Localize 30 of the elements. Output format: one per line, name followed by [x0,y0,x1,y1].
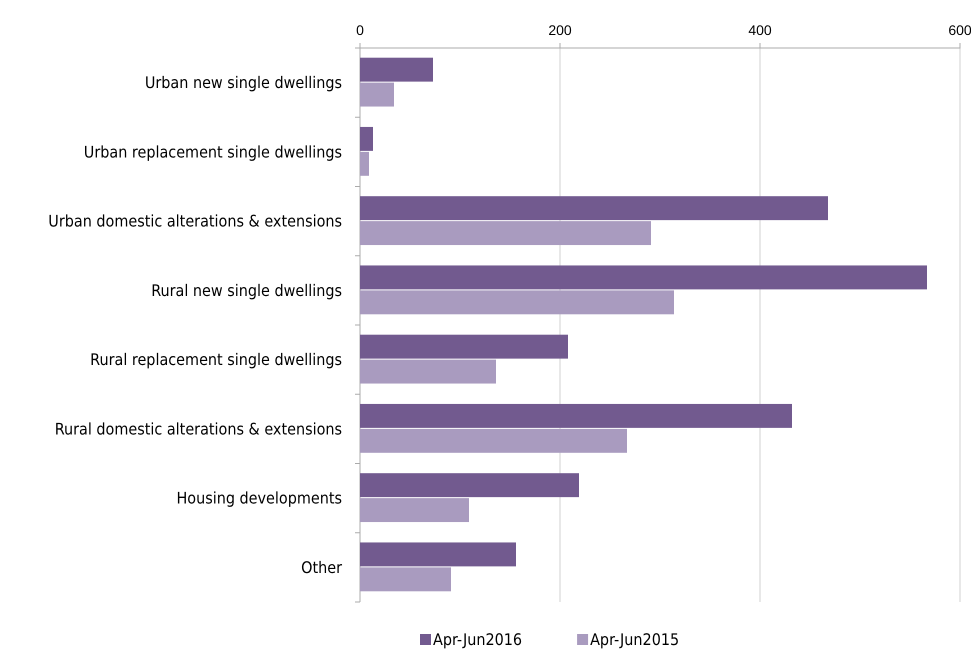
bar [360,473,579,498]
bar [360,567,451,592]
y-tick-label: Urban new single dwellings [144,73,342,92]
bar [360,196,828,220]
bar [360,542,516,566]
bar [360,221,651,246]
y-tick-label: Rural domestic alterations & extensions [54,419,342,438]
bar [360,265,927,290]
y-tick-label: Urban domestic alterations & extensions [48,212,342,231]
bar [360,360,496,384]
bar [360,498,469,522]
x-tick-label: 400 [748,22,772,38]
bar [360,126,373,151]
bar [360,428,627,453]
bar [360,404,792,428]
bar [360,152,369,176]
y-tick-label: Rural replacement single dwellings [90,350,342,370]
legend-label: Apr-Jun2016 [433,630,522,649]
legend-label: Apr-Jun2015 [590,630,680,649]
x-tick-label: 200 [548,22,572,38]
y-tick-label: Rural new single dwellings [151,280,342,300]
y-tick-label: Urban replacement single dwellings [84,142,342,162]
y-tick-label: Other [301,558,342,577]
bar [360,290,674,314]
x-tick-label: 600 [948,22,971,38]
bar [360,334,568,359]
bar [360,58,433,82]
x-tick-label: 0 [356,22,364,38]
bar [360,82,394,107]
y-tick-label: Housing developments [176,488,342,508]
